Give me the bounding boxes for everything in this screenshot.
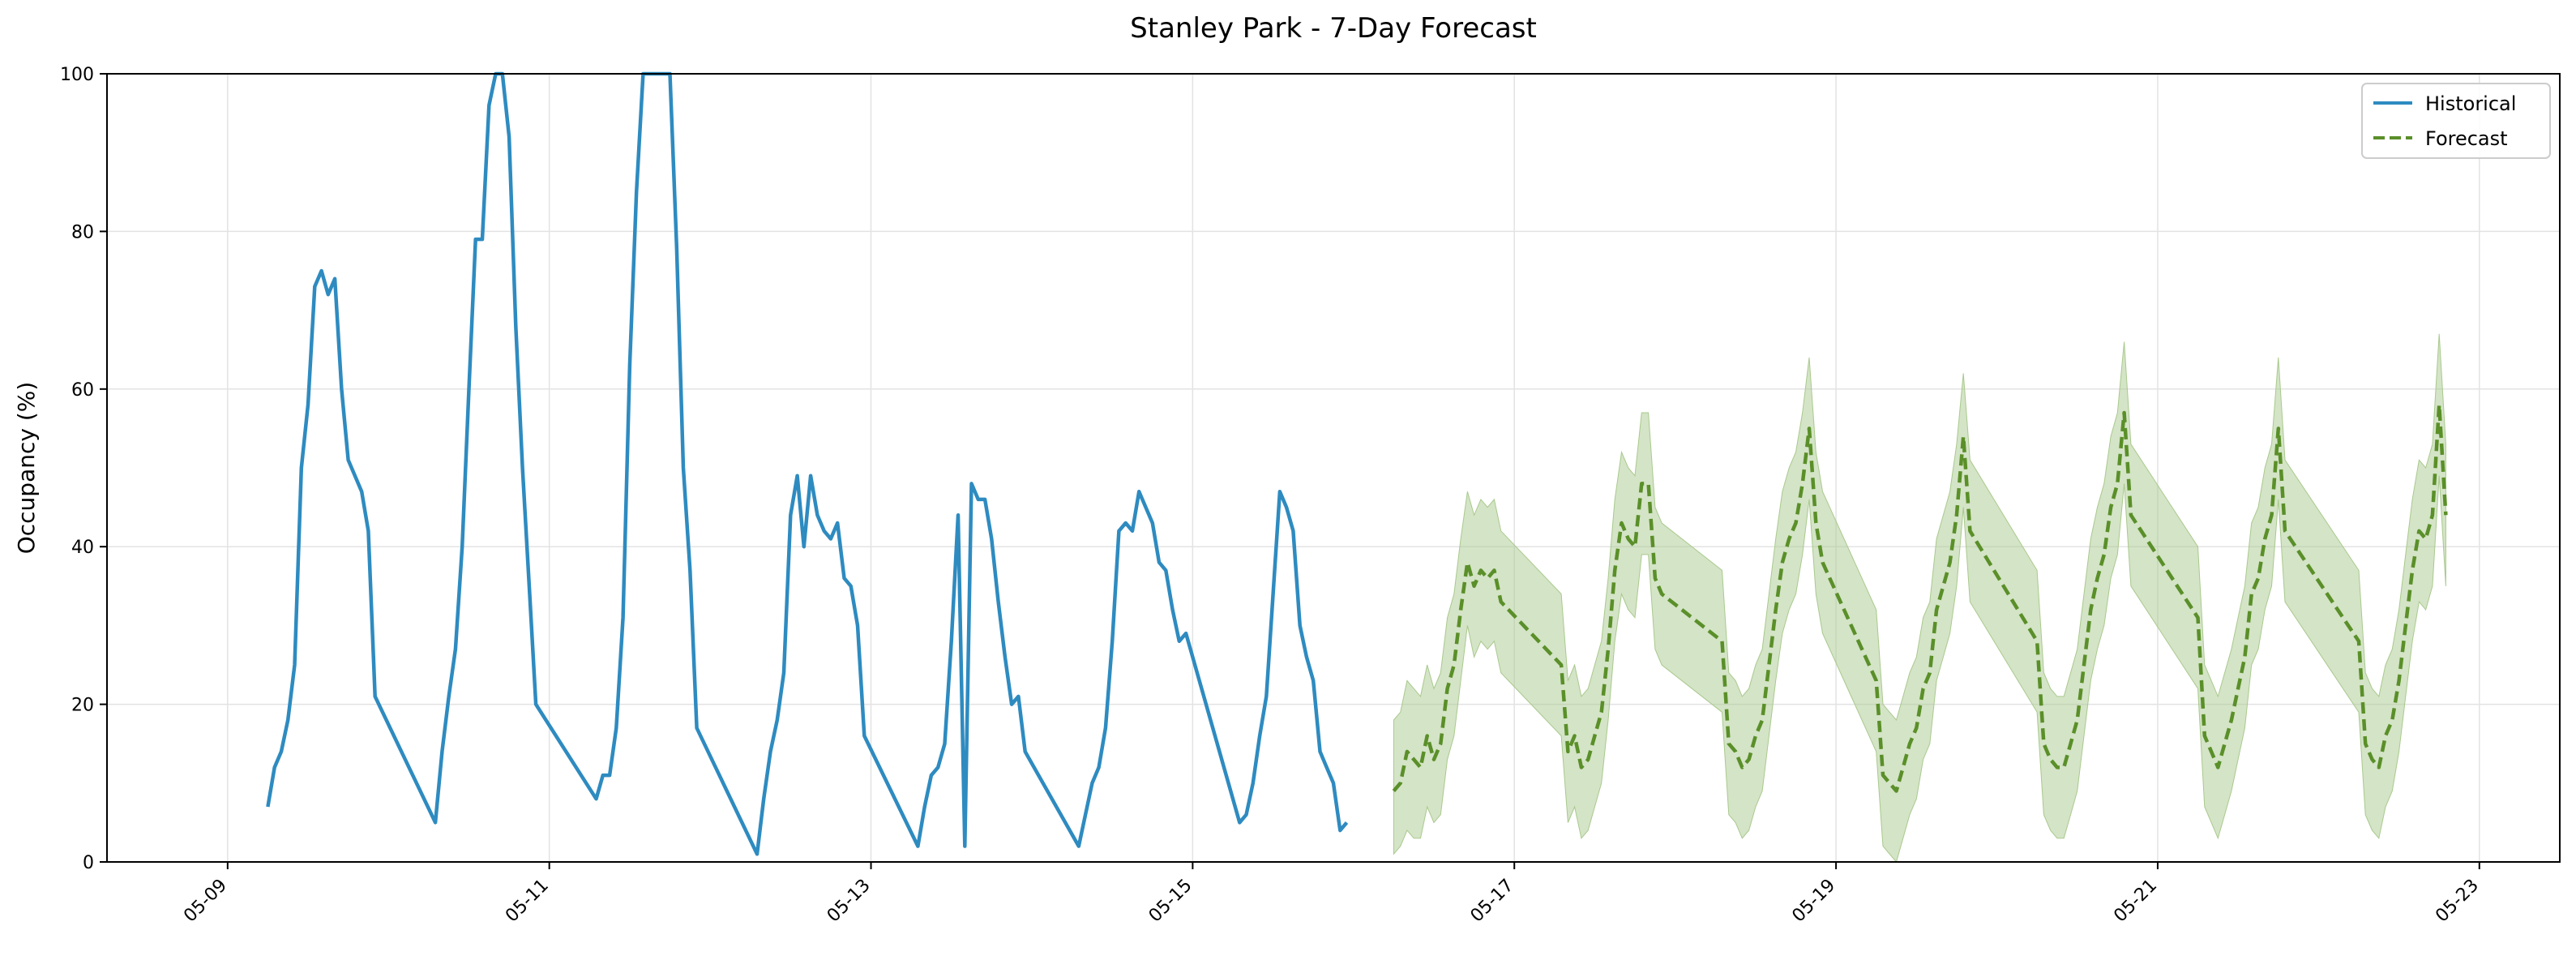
y-tick-label: 0 bbox=[83, 853, 94, 873]
legend: Historical Forecast bbox=[2361, 83, 2551, 159]
legend-label-historical: Historical bbox=[2425, 92, 2516, 115]
x-axis: 05-09 05-11 05-13 05-15 05-17 05-19 05-21 05-23 bbox=[180, 862, 2483, 926]
x-tick-label: 05-15 bbox=[1145, 876, 1196, 927]
legend-label-forecast: Forecast bbox=[2425, 127, 2508, 150]
y-axis-label: Occupancy (%) bbox=[13, 382, 40, 555]
y-axis: 0 20 40 60 80 100 bbox=[60, 65, 107, 873]
x-tick-label: 05-13 bbox=[824, 876, 875, 927]
y-tick-label: 60 bbox=[71, 380, 94, 401]
y-tick-label: 100 bbox=[60, 65, 94, 85]
x-tick-label: 05-21 bbox=[2110, 876, 2161, 927]
x-tick-label: 05-23 bbox=[2432, 876, 2483, 927]
x-tick-label: 05-11 bbox=[502, 876, 553, 927]
series-line-historical bbox=[266, 71, 1349, 856]
series-line-forecast bbox=[1392, 402, 2448, 793]
x-tick-label: 05-19 bbox=[1788, 876, 1839, 927]
series-layer bbox=[266, 71, 2448, 856]
forecast-band-area bbox=[1393, 333, 2446, 864]
chart-title: Stanley Park - 7-Day Forecast bbox=[1130, 12, 1537, 45]
plot-area-frame bbox=[106, 73, 2561, 863]
forecast-confidence-band bbox=[1393, 333, 2446, 864]
grid bbox=[107, 73, 2560, 863]
y-tick-label: 80 bbox=[71, 222, 94, 242]
x-tick-label: 05-17 bbox=[1467, 876, 1518, 927]
x-tick-label: 05-09 bbox=[180, 876, 231, 927]
y-tick-label: 40 bbox=[71, 538, 94, 558]
y-tick-label: 20 bbox=[71, 696, 94, 716]
